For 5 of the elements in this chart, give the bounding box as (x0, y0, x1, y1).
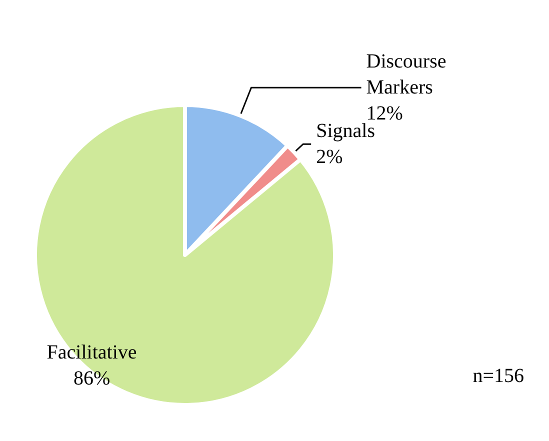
slice-label: Facilitative (46, 342, 137, 364)
text: n=156 (472, 365, 524, 387)
slice-label: Discourse Markers (366, 50, 452, 99)
data-label: 2% (316, 146, 343, 168)
data-label: 86% (73, 368, 110, 390)
